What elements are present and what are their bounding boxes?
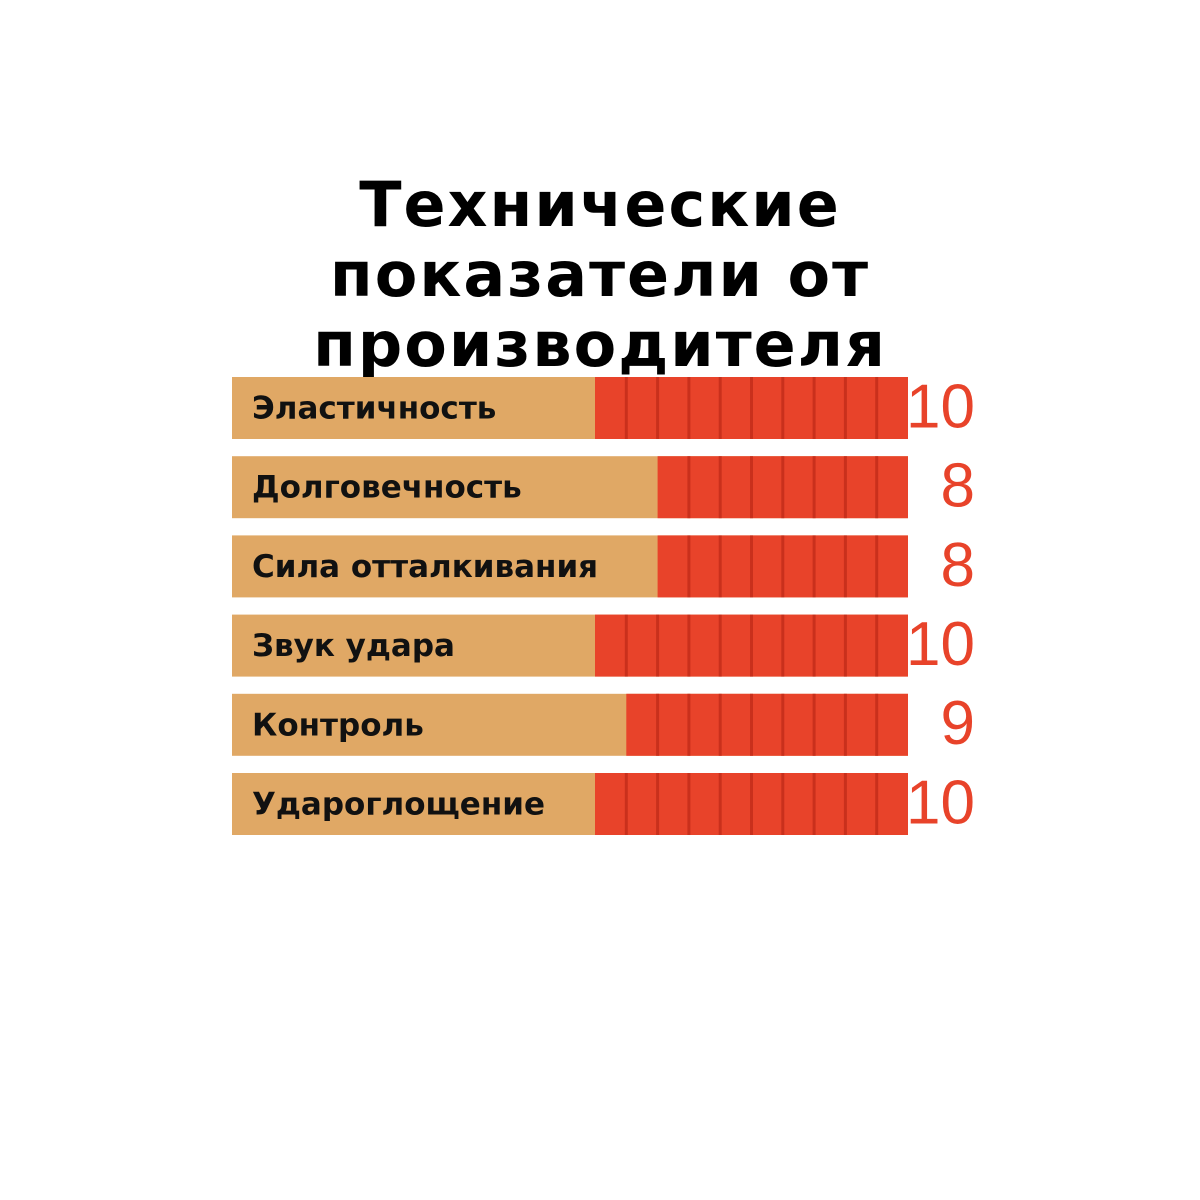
category-label: Удароглощение — [252, 787, 545, 823]
value-label: 8 — [941, 531, 975, 600]
category-label: Сила отталкивания — [252, 549, 598, 585]
category-label: Долговечность — [252, 470, 522, 506]
category-label: Звук удара — [252, 628, 455, 664]
bar — [626, 693, 908, 756]
value-label: 8 — [941, 452, 975, 521]
value-label: 10 — [906, 610, 975, 679]
category-label: Эластичность — [252, 391, 496, 427]
value-label: 10 — [906, 372, 975, 441]
value-label: 9 — [941, 689, 975, 758]
category-label: Контроль — [252, 707, 424, 743]
chart-title: Технические показатели от производителя — [313, 168, 887, 381]
value-label: 10 — [906, 768, 975, 837]
